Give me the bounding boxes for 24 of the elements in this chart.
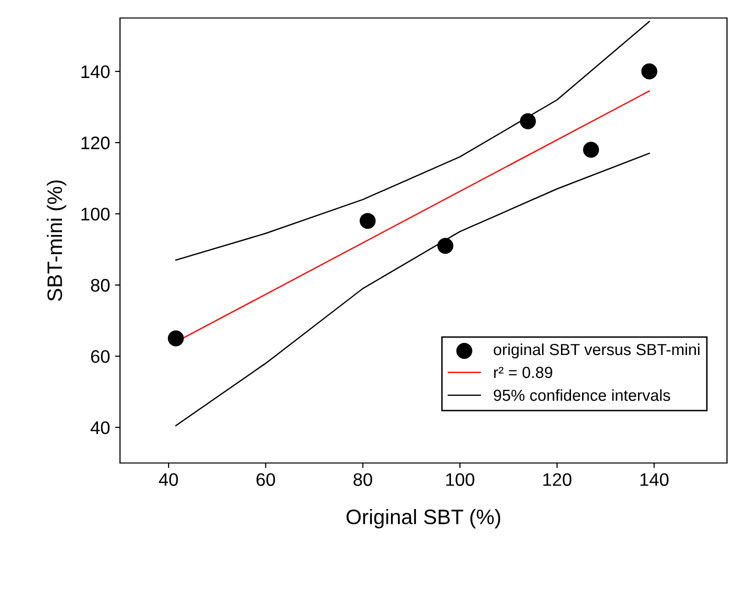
point [437, 238, 454, 254]
y-tick-label: 140 [82, 65, 110, 78]
x-axis-title: Original SBT (%) [346, 509, 500, 528]
x-tick-label: 80 [354, 473, 372, 486]
x-tick-label: 100 [446, 473, 474, 486]
line-series [175, 20, 650, 261]
x-tick-label: 40 [158, 473, 178, 486]
legend-label: 95% confidence intervals [494, 389, 670, 401]
legend-label: original SBT versus SBT-mini [494, 343, 700, 358]
y-tick-label: 40 [90, 421, 110, 434]
point [360, 212, 376, 229]
legend-label: r² = 0.89 [494, 366, 552, 378]
point [168, 330, 184, 346]
y-tick-label: 60 [91, 350, 110, 363]
x-tick-label: 60 [256, 473, 276, 486]
x-tick-label: 140 [640, 473, 669, 486]
x-tick-label: 120 [543, 473, 572, 486]
y-tick-label: 80 [90, 278, 110, 292]
y-tick-label: 100 [82, 208, 110, 221]
point [641, 63, 658, 80]
point [520, 113, 536, 130]
y-axis-title: SBT-mini (%) [46, 180, 66, 301]
point [583, 142, 600, 158]
y-tick-label: 120 [82, 136, 110, 150]
